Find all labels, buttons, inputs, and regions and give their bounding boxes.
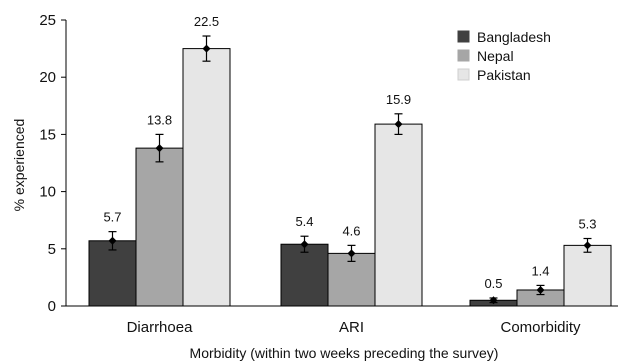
legend-label: Bangladesh bbox=[477, 29, 551, 45]
y-tick-label: 0 bbox=[48, 298, 56, 315]
mean-marker bbox=[536, 285, 545, 294]
data-label: 0.5 bbox=[484, 276, 502, 291]
y-tick-label: 5 bbox=[48, 241, 56, 258]
x-category-label: Comorbidity bbox=[500, 319, 581, 336]
y-tick-label: 20 bbox=[39, 69, 56, 86]
bar bbox=[280, 243, 329, 307]
legend-swatch bbox=[457, 49, 470, 62]
bar bbox=[182, 48, 231, 307]
mean-marker bbox=[300, 240, 309, 249]
bar bbox=[88, 240, 137, 307]
bars: Diarrhoea 5.7 13.8 22.5 ARI 5.4 4.6 15.9 Comorbi… bbox=[88, 14, 612, 336]
legend-swatch bbox=[457, 30, 470, 43]
data-label: 5.3 bbox=[578, 217, 596, 232]
legend-label: Nepal bbox=[477, 48, 514, 64]
bar bbox=[135, 147, 184, 307]
y-tick-label: 15 bbox=[39, 126, 56, 143]
data-label: 15.9 bbox=[386, 92, 411, 107]
bar bbox=[374, 123, 423, 307]
data-label: 5.7 bbox=[103, 210, 121, 225]
data-label: 13.8 bbox=[147, 112, 172, 127]
data-label: 4.6 bbox=[342, 223, 360, 238]
legend-label: Pakistan bbox=[477, 67, 531, 83]
x-category-label: ARI bbox=[339, 319, 364, 336]
x-axis-title: Morbidity (within two weeks preceding th… bbox=[190, 345, 499, 361]
y-axis-title: % experienced bbox=[11, 119, 27, 212]
mean-marker bbox=[347, 249, 356, 258]
x-category-label: Diarrhoea bbox=[127, 319, 194, 336]
data-label: 5.4 bbox=[295, 214, 313, 229]
mean-marker bbox=[202, 44, 211, 53]
y-tick-label: 10 bbox=[39, 184, 56, 201]
mean-marker bbox=[155, 144, 164, 153]
legend: Bangladesh Nepal Pakistan bbox=[457, 29, 551, 83]
mean-marker bbox=[394, 120, 403, 129]
mean-marker bbox=[108, 236, 117, 245]
mean-marker bbox=[489, 296, 498, 305]
data-label: 1.4 bbox=[531, 263, 549, 278]
mean-marker bbox=[583, 241, 592, 250]
bar bbox=[563, 244, 612, 307]
y-tick-label: 25 bbox=[39, 12, 56, 29]
legend-swatch bbox=[457, 68, 470, 81]
data-label: 22.5 bbox=[194, 14, 219, 29]
